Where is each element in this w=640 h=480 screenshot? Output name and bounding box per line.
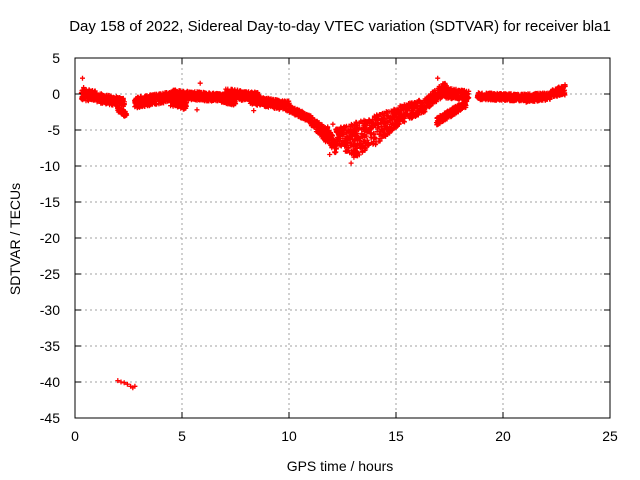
data-point xyxy=(343,124,349,130)
axis-ticks: 0 5 10 15 20 25 5 0 -5 -10 -15 -20 -25 -30 -35 -40 -45 xyxy=(40,50,618,444)
grid xyxy=(75,58,610,418)
data-point xyxy=(251,108,257,114)
data-point xyxy=(121,380,127,386)
data-point xyxy=(377,138,383,144)
x-tick-label: 5 xyxy=(178,428,186,444)
x-tick-label: 0 xyxy=(71,428,79,444)
y-tick-label: 5 xyxy=(52,50,60,66)
data-point xyxy=(345,145,351,151)
data-point xyxy=(356,152,362,158)
data-point xyxy=(562,82,568,88)
data-point xyxy=(118,379,124,385)
data-point xyxy=(373,140,379,146)
y-axis-label: SDTVAR / TECUs xyxy=(7,183,23,295)
y-tick-label: -5 xyxy=(48,122,61,138)
data-point xyxy=(354,131,359,137)
data-point xyxy=(463,102,469,108)
data-point xyxy=(115,378,121,384)
data-point xyxy=(357,120,363,126)
data-point xyxy=(387,130,393,136)
data-point xyxy=(233,101,239,107)
y-tick-label: -45 xyxy=(40,410,60,426)
x-tick-label: 25 xyxy=(602,428,618,444)
data-point xyxy=(121,99,127,105)
y-tick-label: -15 xyxy=(40,194,60,210)
data-point xyxy=(562,92,568,98)
data-point xyxy=(124,112,130,118)
data-point xyxy=(184,100,190,106)
x-tick-label: 20 xyxy=(495,428,511,444)
data-point xyxy=(327,152,333,157)
data-point xyxy=(132,383,138,389)
y-tick-label: -40 xyxy=(40,374,60,390)
data-point xyxy=(80,75,85,81)
data-point xyxy=(325,125,331,131)
y-tick-label: -25 xyxy=(40,266,60,282)
data-point xyxy=(348,160,354,166)
data-point xyxy=(348,121,354,127)
data-point xyxy=(402,119,407,125)
data-point xyxy=(464,98,470,104)
y-tick-label: -10 xyxy=(40,158,60,174)
data-point xyxy=(371,139,376,144)
data-point xyxy=(194,107,200,113)
data-point xyxy=(333,145,339,151)
x-tick-label: 15 xyxy=(388,428,404,444)
y-tick-label: -30 xyxy=(40,302,60,318)
y-tick-label: 0 xyxy=(52,86,60,102)
data-point xyxy=(435,75,441,81)
data-point xyxy=(330,121,336,127)
x-axis-label: GPS time / hours xyxy=(287,458,394,474)
data-point xyxy=(364,137,370,143)
data-point xyxy=(345,128,351,133)
y-tick-label: -35 xyxy=(40,338,60,354)
y-tick-label: -20 xyxy=(40,230,60,246)
data-point xyxy=(124,381,130,387)
chart-title: Day 158 of 2022, Sidereal Day-to-day VTE… xyxy=(69,18,611,35)
data-point xyxy=(351,148,357,154)
scatter-points xyxy=(78,75,568,391)
data-point xyxy=(466,88,472,94)
data-point xyxy=(81,85,87,90)
data-point xyxy=(197,80,203,86)
x-tick-label: 10 xyxy=(281,428,297,444)
